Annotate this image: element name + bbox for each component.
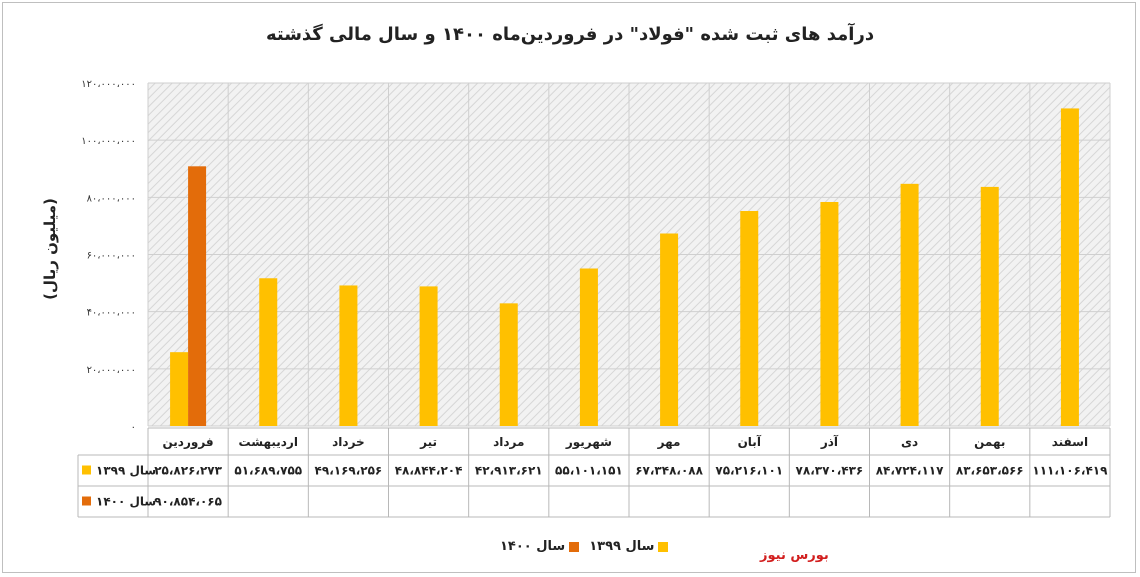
bar-1399 — [1060, 108, 1079, 426]
data-label: ۸۳،۶۵۳،۵۶۶ — [956, 464, 1024, 478]
data-label: ۱۱۱،۱۰۶،۴۱۹ — [1032, 464, 1108, 478]
y-tick-label: ۸۰،۰۰۰،۰۰۰ — [87, 193, 136, 204]
bar-1399 — [660, 233, 679, 426]
x-tick-label: شهریور — [565, 435, 612, 450]
y-tick-label: ۲۰،۰۰۰،۰۰۰ — [87, 365, 136, 376]
x-tick-label: آذر — [820, 434, 839, 449]
brand-watermark: بورس نیوز — [760, 548, 829, 563]
data-label: ۷۵،۲۱۶،۱۰۱ — [715, 464, 783, 478]
data-label: ۸۴،۷۲۴،۱۱۷ — [876, 464, 944, 478]
bar-1399 — [259, 278, 278, 426]
legend-item-1400: سال ۱۴۰۰ — [500, 539, 580, 554]
data-label: ۴۸،۸۴۴،۲۰۴ — [395, 464, 463, 478]
bar-1399 — [339, 285, 358, 426]
bar-1399 — [980, 186, 999, 426]
data-label: ۵۱،۶۸۹،۷۵۵ — [234, 464, 302, 478]
legend-swatch-1400 — [569, 541, 580, 552]
table-legend-swatch — [82, 496, 91, 506]
y-tick-label: ۱۰۰،۰۰۰،۰۰۰ — [81, 136, 136, 147]
data-label: ۴۹،۱۶۹،۲۵۶ — [315, 464, 383, 478]
x-tick-label: خرداد — [332, 435, 365, 449]
y-tick-label: ۱۲۰،۰۰۰،۰۰۰ — [81, 79, 136, 90]
y-tick-label: ۰ — [131, 422, 136, 433]
bar-1399 — [820, 201, 839, 426]
legend-swatch-1399 — [658, 541, 669, 552]
table-legend-swatch — [82, 465, 91, 475]
legend-label-1399: سال ۱۳۹۹ — [589, 539, 655, 554]
x-tick-label: مهر — [657, 435, 681, 449]
chart-title: درآمد های ثبت شده "فولاد" در فروردین‌ماه… — [265, 24, 875, 45]
x-tick-label: دی — [901, 435, 918, 449]
data-label: ۶۷،۳۴۸،۰۸۸ — [635, 464, 703, 478]
bar-1399 — [419, 286, 438, 426]
bar-1399 — [740, 211, 759, 426]
data-label: ۹۰،۸۵۴،۰۶۵ — [154, 495, 222, 509]
table-series-label: سال ۱۴۰۰ — [96, 495, 156, 509]
x-tick-label: بهمن — [974, 435, 1005, 449]
bar-1399 — [170, 352, 189, 426]
legend-item-1399: سال ۱۳۹۹ — [589, 539, 669, 554]
data-label: ۴۲،۹۱۳،۶۲۱ — [475, 464, 543, 478]
bar-1399 — [900, 183, 919, 426]
x-tick-label: تیر — [419, 435, 437, 449]
x-tick-label: مرداد — [493, 435, 524, 449]
bar-1400 — [188, 166, 207, 427]
legend: سال ۱۳۹۹ سال ۱۴۰۰ — [500, 539, 669, 554]
data-label: ۷۸،۳۷۰،۴۳۶ — [796, 464, 864, 478]
x-tick-label: اردیبهشت — [239, 435, 298, 449]
data-label: ۵۵،۱۰۱،۱۵۱ — [555, 464, 623, 478]
x-tick-label: فروردین — [163, 435, 214, 450]
y-tick-label: ۴۰،۰۰۰،۰۰۰ — [87, 308, 136, 319]
x-tick-label: اسفند — [1052, 435, 1088, 449]
table-series-label: سال ۱۳۹۹ — [96, 464, 156, 478]
x-tick-label: آبان — [738, 434, 762, 449]
bar-1399 — [499, 303, 518, 426]
bar-1399 — [579, 268, 598, 426]
legend-label-1400: سال ۱۴۰۰ — [500, 539, 566, 554]
y-tick-label: ۶۰،۰۰۰،۰۰۰ — [87, 251, 136, 262]
data-label: ۲۵،۸۲۶،۲۷۳ — [154, 464, 222, 478]
